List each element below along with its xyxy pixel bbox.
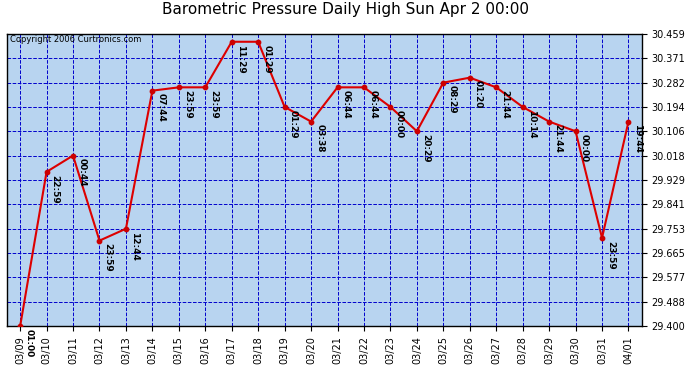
Point <box>597 235 608 241</box>
Text: 01:29: 01:29 <box>262 45 271 73</box>
Point <box>332 84 343 90</box>
Point <box>14 323 26 329</box>
Point <box>623 118 634 124</box>
Text: 20:29: 20:29 <box>421 134 430 163</box>
Text: 07:44: 07:44 <box>157 93 166 122</box>
Text: 03:38: 03:38 <box>315 124 324 153</box>
Text: 10:14: 10:14 <box>527 110 536 138</box>
Text: 23:59: 23:59 <box>104 243 112 272</box>
Point <box>464 75 475 81</box>
Text: 23:59: 23:59 <box>210 90 219 119</box>
Point <box>94 238 105 244</box>
Point <box>41 169 52 175</box>
Point <box>200 84 211 90</box>
Text: 00:00: 00:00 <box>395 110 404 138</box>
Text: 11:29: 11:29 <box>236 45 245 73</box>
Text: 12:44: 12:44 <box>130 231 139 260</box>
Text: Barometric Pressure Daily High Sun Apr 2 00:00: Barometric Pressure Daily High Sun Apr 2… <box>161 2 529 17</box>
Point <box>491 84 502 90</box>
Text: 01:00: 01:00 <box>24 329 33 357</box>
Text: 06:44: 06:44 <box>342 90 351 119</box>
Point <box>411 128 422 134</box>
Text: 22:59: 22:59 <box>51 175 60 203</box>
Text: 01:29: 01:29 <box>289 110 298 138</box>
Point <box>226 39 237 45</box>
Text: 06:44: 06:44 <box>368 90 377 119</box>
Text: Copyright 2006 Curtronics.com: Copyright 2006 Curtronics.com <box>10 35 141 44</box>
Point <box>253 39 264 45</box>
Point <box>121 226 132 232</box>
Text: 21:44: 21:44 <box>500 90 509 119</box>
Text: 00:44: 00:44 <box>77 158 86 187</box>
Text: 21:44: 21:44 <box>553 124 562 153</box>
Point <box>438 80 449 86</box>
Text: 01:20: 01:20 <box>474 81 483 109</box>
Text: 08:29: 08:29 <box>448 86 457 114</box>
Text: 23:59: 23:59 <box>183 90 192 119</box>
Point <box>279 104 290 110</box>
Point <box>147 88 158 94</box>
Point <box>173 84 184 90</box>
Point <box>306 118 317 124</box>
Point <box>68 153 79 159</box>
Text: 00:00: 00:00 <box>580 134 589 162</box>
Point <box>518 104 529 110</box>
Point <box>544 118 555 124</box>
Point <box>570 128 581 134</box>
Text: 23:59: 23:59 <box>607 241 615 269</box>
Point <box>385 104 396 110</box>
Text: 19:44: 19:44 <box>633 124 642 153</box>
Point <box>359 84 370 90</box>
